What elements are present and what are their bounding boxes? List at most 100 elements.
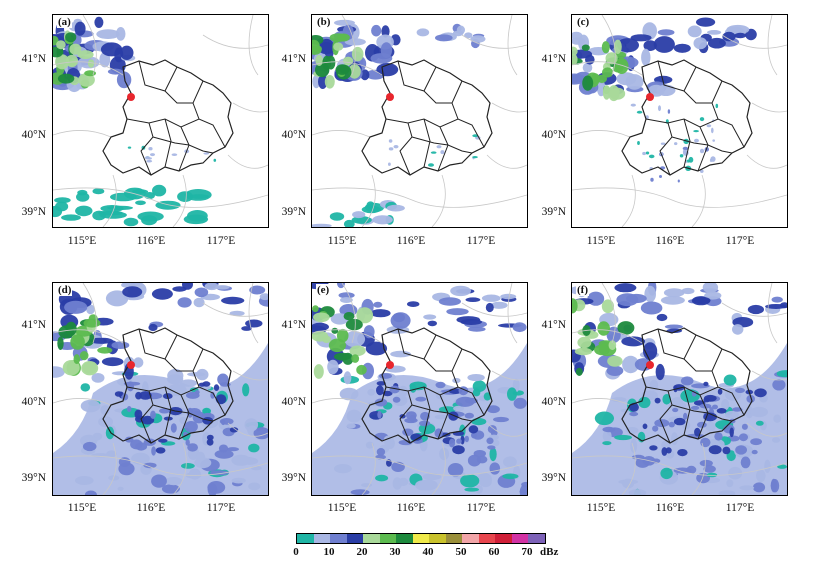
echo-cell bbox=[438, 406, 457, 413]
station-marker bbox=[386, 361, 394, 369]
colorbar bbox=[296, 533, 546, 544]
district-line bbox=[140, 122, 154, 176]
echo-cell bbox=[248, 482, 261, 491]
echo-cell bbox=[453, 405, 465, 412]
echo-cell bbox=[471, 431, 477, 439]
echo-cell bbox=[648, 154, 655, 159]
echo-cell bbox=[703, 397, 710, 403]
echo-cell bbox=[486, 405, 500, 414]
district-line bbox=[164, 118, 172, 168]
echo-cell bbox=[630, 438, 638, 453]
echo-cell bbox=[448, 411, 459, 421]
echo-cell bbox=[70, 334, 85, 350]
echo-cell bbox=[100, 205, 124, 212]
colorbar-swatch bbox=[511, 534, 529, 543]
echo-cell bbox=[614, 434, 632, 441]
panel-label: (a) bbox=[57, 16, 72, 28]
echo-cell bbox=[159, 408, 170, 414]
lon-label-116e: 116°E bbox=[655, 502, 685, 514]
echo-cell bbox=[703, 381, 709, 387]
echo-cell bbox=[393, 145, 399, 149]
echo-cell bbox=[417, 479, 438, 491]
echo-cell bbox=[666, 328, 683, 333]
county-line bbox=[53, 329, 124, 344]
echo-cell bbox=[221, 419, 226, 426]
echo-cell bbox=[582, 75, 594, 91]
echo-cell bbox=[741, 423, 748, 430]
echo-cell bbox=[660, 467, 673, 480]
echo-cell bbox=[642, 151, 646, 156]
echo-cell bbox=[625, 74, 644, 90]
echo-cell bbox=[706, 124, 712, 128]
district-line bbox=[397, 328, 437, 360]
echo-cell bbox=[693, 296, 711, 304]
echo-cell bbox=[776, 370, 787, 378]
echo-cell bbox=[344, 331, 366, 348]
echo-cell bbox=[139, 391, 152, 400]
county-line bbox=[461, 302, 527, 317]
echo-cell bbox=[440, 150, 445, 155]
echo-cell bbox=[312, 39, 320, 53]
county-line bbox=[767, 15, 778, 76]
echo-cell bbox=[226, 447, 239, 452]
echo-cell bbox=[78, 73, 95, 87]
panel-label: (b) bbox=[316, 16, 332, 28]
echo-cell bbox=[203, 152, 210, 155]
colorbar-swatch bbox=[330, 534, 347, 543]
echo-cell bbox=[642, 423, 648, 430]
district-line bbox=[423, 358, 452, 372]
echo-cell bbox=[245, 319, 263, 328]
district-line bbox=[659, 122, 673, 176]
echo-cell bbox=[312, 322, 329, 331]
echo-cell bbox=[622, 355, 640, 374]
echo-cell bbox=[436, 145, 442, 149]
echo-cell bbox=[164, 477, 183, 486]
echo-cell bbox=[133, 357, 144, 368]
colorbar-tick-label: 70 bbox=[521, 546, 533, 558]
echo-cell bbox=[388, 162, 391, 166]
echo-cell bbox=[215, 394, 227, 405]
echo-cell bbox=[630, 103, 636, 107]
echo-cell bbox=[415, 396, 427, 402]
echo-cell bbox=[656, 84, 676, 97]
echo-cell bbox=[348, 64, 361, 79]
lat-label-40n: 40°N bbox=[541, 129, 566, 141]
echo-cell bbox=[130, 439, 143, 450]
echo-cell bbox=[735, 445, 747, 455]
county-line bbox=[202, 34, 268, 49]
district-line bbox=[423, 386, 431, 436]
district-line bbox=[671, 404, 733, 422]
echo-cell bbox=[428, 163, 434, 167]
colorbar-tick-label: 20 bbox=[356, 546, 368, 558]
echo-cell bbox=[127, 146, 132, 149]
echo-cell bbox=[126, 381, 134, 392]
district-line bbox=[683, 358, 712, 372]
echo-layer bbox=[53, 16, 217, 227]
echo-cell bbox=[151, 288, 173, 300]
county-line bbox=[486, 154, 527, 169]
echo-cell bbox=[189, 194, 209, 199]
echo-cell bbox=[390, 350, 411, 358]
panel-label: (d) bbox=[57, 284, 73, 296]
echo-cell bbox=[187, 443, 199, 452]
district-line bbox=[164, 358, 193, 372]
echo-cell bbox=[244, 418, 259, 432]
echo-cell bbox=[641, 48, 651, 66]
echo-cell bbox=[377, 410, 382, 419]
county-line bbox=[767, 283, 778, 344]
echo-cell bbox=[679, 154, 684, 158]
echo-cell bbox=[416, 28, 430, 37]
echo-cell bbox=[780, 302, 787, 309]
county-line bbox=[572, 187, 787, 208]
echo-cell bbox=[438, 297, 461, 306]
echo-cell bbox=[643, 40, 657, 51]
lon-label-117e: 117°E bbox=[206, 502, 236, 514]
echo-cell bbox=[339, 387, 359, 401]
echo-cell bbox=[751, 449, 758, 455]
colorbar-swatch bbox=[297, 534, 314, 543]
echo-cell bbox=[98, 416, 113, 428]
county-boundaries bbox=[572, 283, 787, 495]
lat-label-39n: 39°N bbox=[541, 472, 566, 484]
echo-cell bbox=[80, 383, 91, 392]
lon-label-116e: 116°E bbox=[655, 235, 685, 247]
